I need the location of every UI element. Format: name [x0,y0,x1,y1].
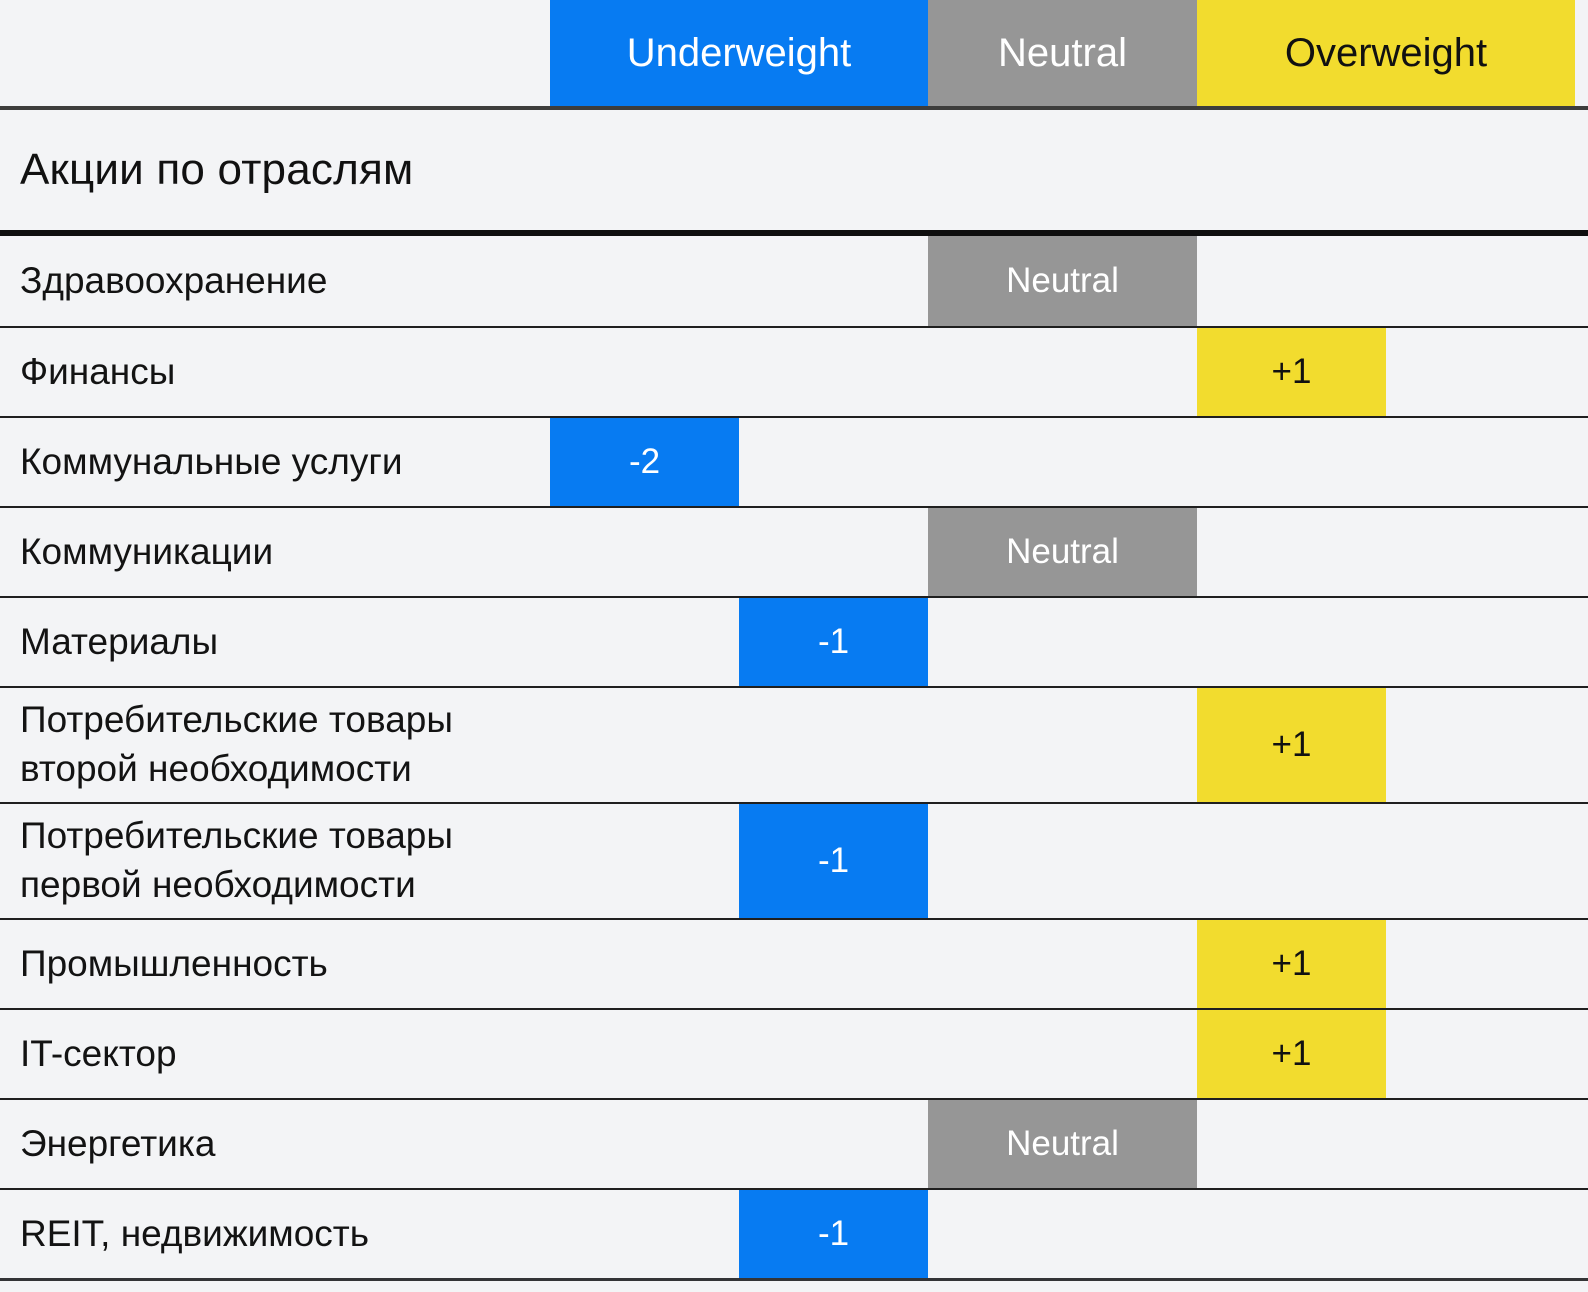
table-row: REIT, недвижимость -1 [0,1188,1588,1278]
rating-box: +1 [1197,328,1386,416]
sector-label: Финансы [20,350,176,392]
rating-box: -1 [739,1190,928,1278]
rating-box: Neutral [928,236,1197,326]
rating-box: +1 [1197,1010,1386,1098]
rating-box: Neutral [928,508,1197,596]
sector-label: Коммунальные услуги [20,440,403,482]
table-row: Здравоохранение Neutral [0,236,1588,326]
header-divider [0,106,1588,110]
title-block: Акции по отраслям [0,110,1588,230]
table-row: Коммуникации Neutral [0,506,1588,596]
sector-label: Энергетика [20,1122,216,1164]
table-row: IT-сектор +1 [0,1008,1588,1098]
table-row: Коммунальные услуги -2 [0,416,1588,506]
rating-box: -2 [550,418,739,506]
sector-label: Коммуникации [20,530,274,572]
neutral-header-label: Neutral [998,30,1127,75]
rating-box: +1 [1197,920,1386,1008]
rating-box: +1 [1197,688,1386,802]
sector-label: Потребительские товары первой необходимо… [20,815,453,905]
underweight-header-label: Underweight [626,30,852,75]
sector-label: Промышленность [20,942,328,984]
sector-label: REIT, недвижимость [20,1212,370,1254]
page-title: Акции по отраслям [20,145,414,194]
sector-label: Материалы [20,620,219,662]
table-row: Финансы +1 [0,326,1588,416]
title-rule [0,230,1588,236]
overweight-header-label: Overweight [1284,30,1488,75]
sector-table: Здравоохранение Neutral Финансы +1 Коммуналь… [0,236,1588,1278]
sector-label: Потребительские товары второй необходимо… [20,699,453,789]
rating-box: -1 [739,598,928,686]
overweight-header-cell: Overweight [1197,0,1575,106]
bottom-rule [0,1278,1588,1281]
sector-label: IT-сектор [20,1032,177,1074]
rating-scale-header: Underweight Neutral Overweight [0,0,1588,106]
table-row: Энергетика Neutral [0,1098,1588,1188]
table-row: Промышленность +1 [0,918,1588,1008]
sector-label: Здравоохранение [20,259,328,301]
rating-box: Neutral [928,1100,1197,1188]
neutral-header-cell: Neutral [928,0,1197,106]
table-row: Материалы -1 [0,596,1588,686]
rating-box: -1 [739,804,928,918]
table-row: Потребительские товары второй необходимо… [0,686,1588,802]
table-row: Потребительские товары первой необходимо… [0,802,1588,918]
underweight-header-cell: Underweight [550,0,928,106]
